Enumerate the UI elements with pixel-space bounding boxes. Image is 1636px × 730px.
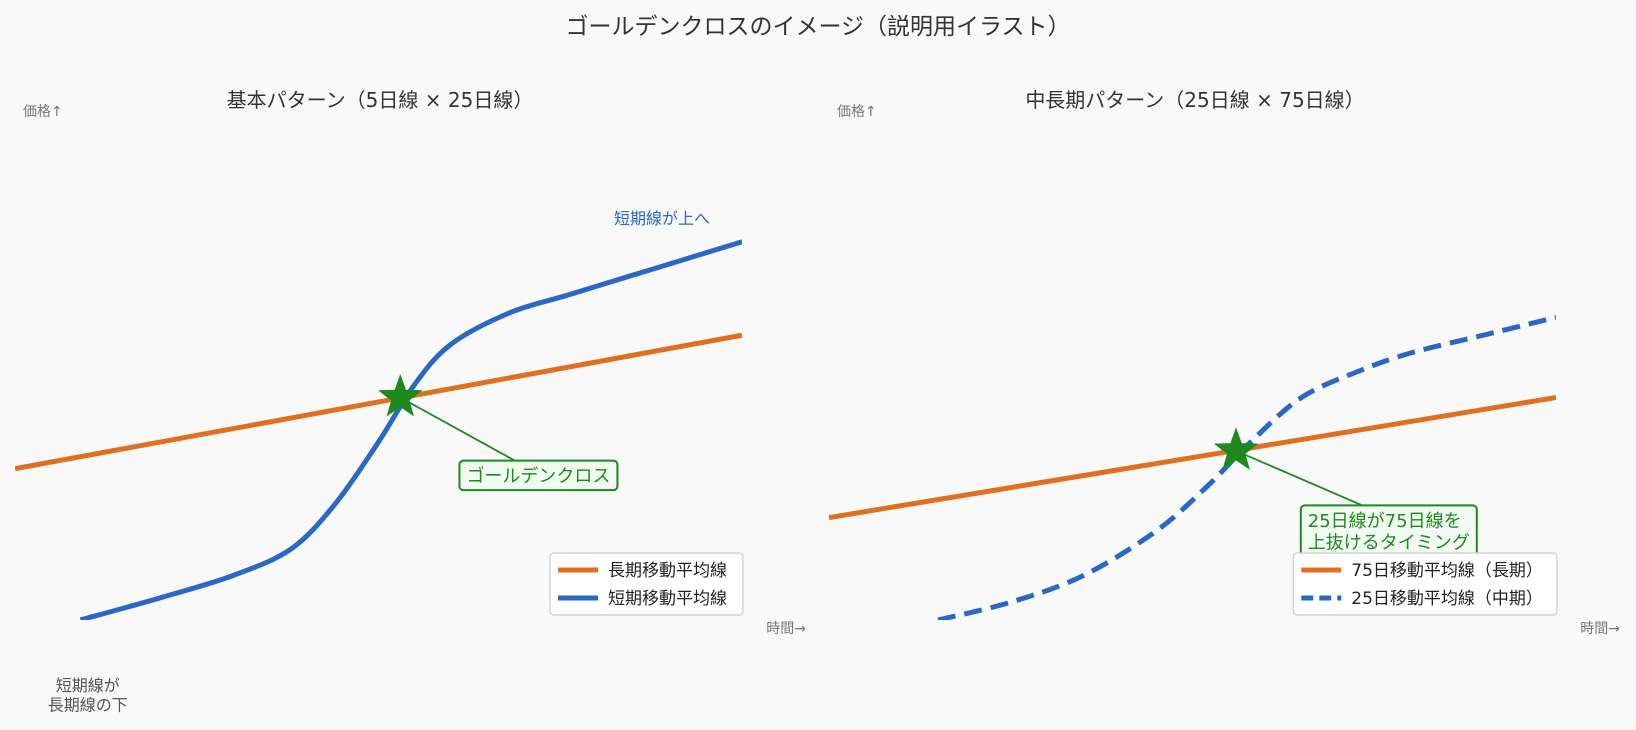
golden-cross-marker: [1213, 427, 1259, 470]
y-axis-label: 価格↑: [23, 104, 63, 120]
y-axis-label: 価格↑: [837, 104, 877, 120]
annotation-arrow: [1235, 450, 1363, 507]
chart-title: 基本パターン（5日線 × 25日線）: [227, 88, 534, 112]
series-line-2: [937, 314, 1556, 620]
legend-box: [549, 552, 744, 616]
annotation-text: 上抜けるタイミング: [1308, 533, 1470, 554]
legend: 75日移動平均線（長期） 25日移動平均線（中期）: [1292, 552, 1558, 616]
annotation-arrow: [399, 396, 516, 462]
golden-cross-marker: [377, 374, 423, 417]
x-axis-label: 時間→: [766, 621, 806, 637]
legend-label: 長期移動平均線: [608, 561, 727, 581]
annotation-2: 短期線が上へ: [614, 209, 710, 228]
annotation-text: 長期線の下: [48, 695, 128, 714]
legend-label: 25日移動平均線（中期）: [1351, 589, 1543, 609]
chart-title: 中長期パターン（25日線 × 75日線）: [1025, 88, 1364, 112]
chart-panel-2: 中長期パターン（25日線 × 75日線） 価格↑ 時間→ 25日線が75日線を上抜ける…: [829, 88, 1620, 637]
legend-label: 75日移動平均線（長期）: [1351, 561, 1543, 581]
annotation-box: [458, 459, 619, 492]
chart-panel-1: 基本パターン（5日線 × 25日線） 価格↑ 時間→ ゴールデンクロス 短期線が上へ短期…: [15, 88, 806, 714]
annotation-text: ゴールデンクロス: [466, 466, 610, 487]
series-line-1: [829, 395, 1556, 521]
series-line-1: [15, 332, 742, 472]
figure-title: ゴールデンクロスのイメージ（説明用イラスト）: [565, 14, 1070, 40]
x-axis-label: 時間→: [1580, 621, 1620, 637]
annotation-text: 25日線が75日線を: [1308, 511, 1462, 532]
annotation-text: 短期線が: [56, 676, 120, 695]
legend-label: 短期移動平均線: [608, 589, 727, 609]
annotation-text: 短期線が上へ: [614, 209, 710, 228]
annotation-1: ゴールデンクロス: [399, 396, 619, 492]
legend-box: [1292, 552, 1558, 616]
